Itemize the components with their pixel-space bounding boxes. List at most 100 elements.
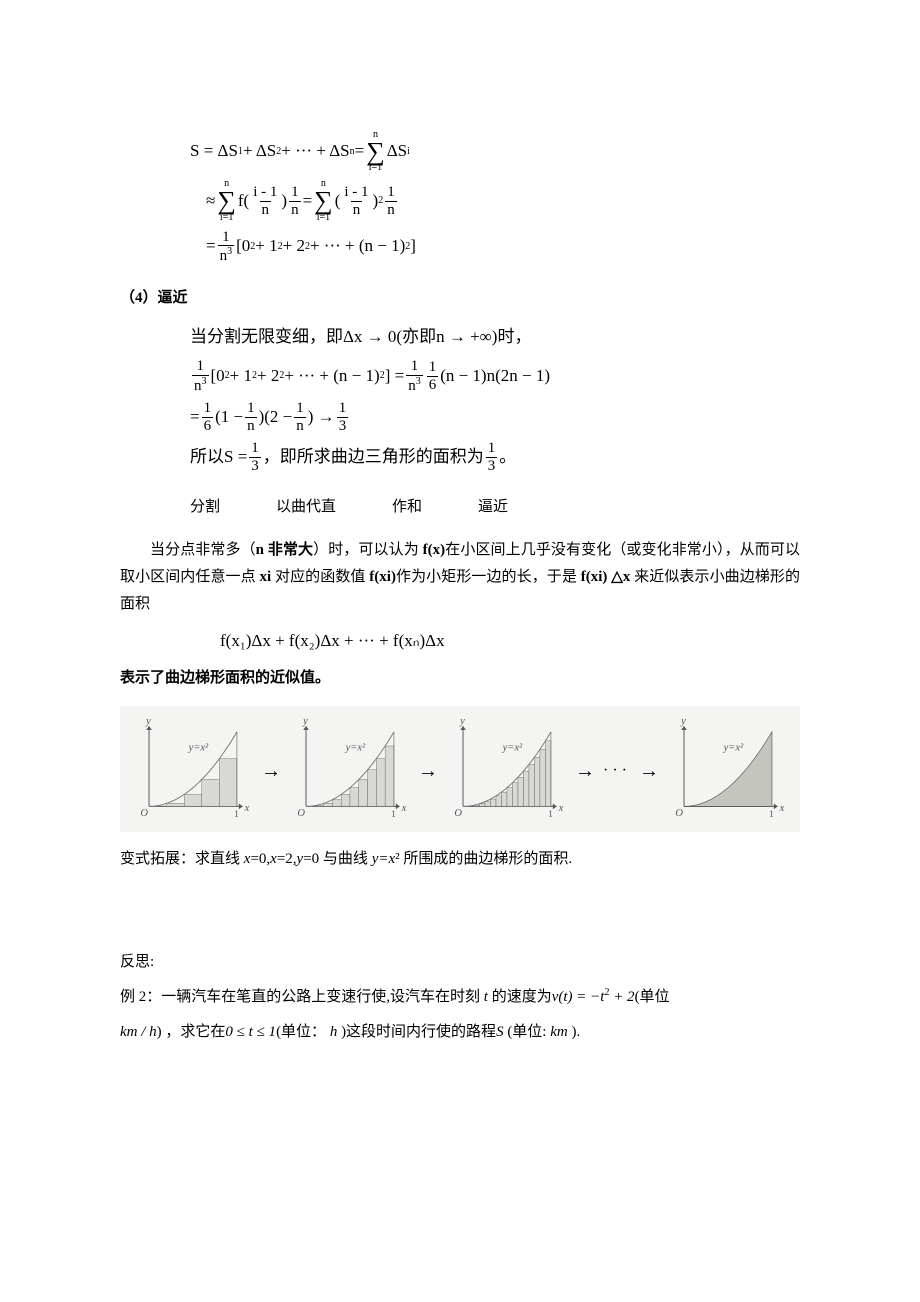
equation-block-1: S = ΔS1 + ΔS2 + ··· + ΔSn = n∑i=1 ΔSi ≈ … — [120, 130, 800, 265]
riemann-chart-4: Oxy1y=x² — [663, 716, 792, 826]
svg-text:y=x²: y=x² — [345, 742, 366, 753]
fraction: 1n — [245, 400, 257, 434]
v-text: =2, — [277, 851, 297, 867]
eq-text: ] = — [385, 361, 405, 392]
arrow-icon: → — [257, 753, 285, 789]
variant-extension: 变式拓展：求直线 x=0,x=2,y=0 与曲线 y=x² 所围成的曲边梯形的面… — [120, 846, 800, 873]
svg-text:1: 1 — [548, 809, 553, 820]
phase-split: 分割 — [190, 494, 220, 521]
eq-text: = — [355, 136, 365, 167]
p-text-bold: f(xi) △x — [581, 569, 631, 585]
reflect-heading: 反思: — [120, 949, 800, 976]
phase-approach: 逼近 — [478, 494, 508, 521]
spacer — [120, 881, 800, 941]
ex-text: S — [496, 1024, 504, 1040]
eq-text: 。 — [499, 442, 516, 473]
fraction: i - 1n — [251, 184, 279, 218]
phase-substitute: 以曲代直 — [276, 494, 336, 521]
svg-text:x: x — [779, 803, 785, 814]
ellipsis-icon: ··· — [599, 757, 635, 786]
p-text-bold: xi — [260, 569, 272, 585]
eq1-line3: = 1n3 [02 + 12 + 22 + ··· + (n − 1)2 ] — [190, 229, 800, 265]
eq-text: + ··· + ΔS — [281, 136, 349, 167]
eq1-line2: ≈ n∑i=1 f( i - 1n ) 1n = n∑i=1 ( i - 1n … — [190, 179, 800, 222]
eq-text: ΔS — [387, 136, 407, 167]
arrow-icon: → — [571, 753, 599, 789]
eq-text: + ··· + (n − 1) — [284, 361, 379, 392]
fraction: 13 — [337, 400, 349, 434]
eq-text: )(2 − — [259, 402, 293, 433]
svg-text:1: 1 — [234, 809, 239, 820]
ex-text: v(t) = −t — [552, 989, 605, 1005]
ex-text: 0 ≤ t ≤ 1 — [225, 1024, 276, 1040]
eq-text: = — [190, 402, 200, 433]
p-text-bold: f(xi) — [369, 569, 396, 585]
paragraph-2: 表示了曲边梯形面积的近似值。 — [120, 665, 800, 692]
eq2-line4: 所以S = 13 ，即所求曲边三角形的面积为 13 。 — [190, 440, 800, 474]
eq-text: + 1 — [255, 231, 277, 262]
arrow-icon: → — [635, 753, 663, 789]
ex-text: 的速度为 — [488, 989, 552, 1005]
eq2-line3: = 16 (1 − 1n )(2 − 1n ) → 13 — [190, 400, 800, 434]
ex-text: (单位 — [635, 989, 670, 1005]
fraction: 16 — [202, 400, 214, 434]
eq-text: ，即所求曲边三角形的面积为 — [263, 442, 484, 473]
svg-text:1: 1 — [391, 809, 396, 820]
p-text: 对应的函数值 — [271, 569, 369, 585]
summation-icon: n∑i=1 — [314, 179, 333, 222]
ex-text: (单位： — [276, 1024, 330, 1040]
riemann-chart-3: Ox y 1 y=x² — [442, 716, 571, 826]
eq-text: ≈ — [206, 186, 215, 217]
v-text: ² 所围成的曲边梯形的面积. — [395, 851, 572, 867]
chart-sequence: Ox y 1 y=x² → Ox y 1 y=x² → Ox y 1 y=x² → ··· → O… — [120, 706, 800, 832]
v-text: =0 与曲线 — [303, 851, 371, 867]
ex-text: 例 2：一辆汽车在笔直的公路上变速行使,设汽车在时刻 — [120, 989, 484, 1005]
svg-text:y: y — [459, 716, 465, 727]
phase-sum: 作和 — [392, 494, 422, 521]
v-text: y=x — [372, 851, 395, 867]
fraction: 1n — [289, 184, 301, 218]
eq-text: (1 − — [215, 402, 243, 433]
eq-text: ( — [335, 186, 341, 217]
svg-text:O: O — [454, 808, 462, 819]
example-2-cont: km / h) ，求它在0 ≤ t ≤ 1(单位： h )这段时间内行使的路程S… — [120, 1019, 800, 1046]
ex-text: + 2 — [609, 989, 634, 1005]
document-page: S = ΔS1 + ΔS2 + ··· + ΔSn = n∑i=1 ΔSi ≈ … — [0, 0, 920, 1154]
fraction: 13 — [249, 440, 261, 474]
v-text: x — [270, 851, 277, 867]
eq-text: = — [206, 231, 216, 262]
eq-text: + 2 — [283, 231, 305, 262]
p-text: 当分点非常多（ — [150, 542, 256, 558]
eq-text: + 1 — [230, 361, 252, 392]
example-2: 例 2：一辆汽车在笔直的公路上变速行使,设汽车在时刻 t 的速度为v(t) = … — [120, 984, 800, 1011]
summation-icon: n∑i=1 — [217, 179, 236, 222]
eq-text: (n − 1)n(2n − 1) — [440, 361, 550, 392]
v-text: =0, — [250, 851, 270, 867]
fraction: 1n — [294, 400, 306, 434]
eq-text: + ΔS — [243, 136, 276, 167]
fraction: 13 — [486, 440, 498, 474]
svg-text:y=x²: y=x² — [502, 742, 523, 753]
svg-text:x: x — [558, 803, 564, 814]
fraction: 1n — [385, 184, 397, 218]
eq-text: [0 — [236, 231, 250, 262]
p-text: 作为小矩形一边的长，于是 — [396, 569, 581, 585]
paragraph-1: 当分点非常多（n 非常大）时，可以认为 f(x)在小区间上几乎没有变化（或变化非… — [120, 537, 800, 618]
svg-text:O: O — [675, 808, 683, 819]
svg-text:y: y — [145, 716, 151, 727]
riemann-chart-1: Oxy1y=x² — [128, 716, 257, 826]
svg-text:y: y — [680, 716, 686, 727]
ex-text: )这段时间内行使的路程 — [337, 1024, 496, 1040]
svg-text:x: x — [244, 803, 250, 814]
fraction: 1n3 — [218, 229, 235, 265]
riemann-chart-2: Oxy1y=x² — [285, 716, 414, 826]
eq-text: + ··· + (n − 1) — [310, 231, 405, 262]
p-text-bold: n 非常大 — [256, 542, 313, 558]
eq-text: = — [303, 186, 313, 217]
eq1-line1: S = ΔS1 + ΔS2 + ··· + ΔSn = n∑i=1 ΔSi — [190, 130, 800, 173]
eq-text: ) → — [308, 402, 335, 433]
eq-text: ] — [410, 231, 416, 262]
arrow-icon: → — [414, 753, 442, 789]
fraction: 16 — [427, 359, 439, 393]
svg-text:O: O — [297, 808, 305, 819]
